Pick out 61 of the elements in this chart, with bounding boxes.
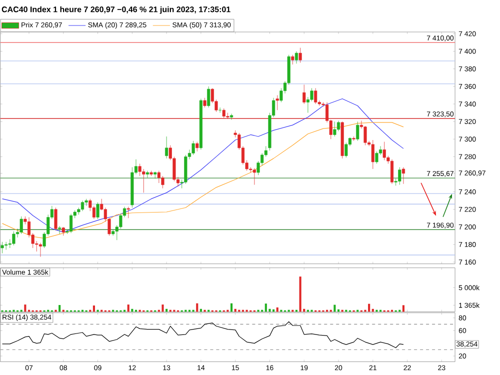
candlestick [276,95,279,110]
candlestick [298,48,302,64]
candlestick [12,231,16,246]
bar [230,303,233,312]
candlestick [0,242,4,254]
candlestick [364,126,367,146]
bar [234,309,236,312]
bar [127,304,130,312]
candlestick [165,136,168,159]
candlestick [20,216,23,234]
line-series [2,322,404,348]
candlestick [402,167,405,184]
candlestick [252,168,256,186]
bar [372,309,374,312]
bar [337,309,340,312]
candlestick [314,88,318,104]
candlestick [58,226,62,234]
bar [162,304,164,312]
bar [299,276,302,312]
line-series [2,98,404,233]
candlestick [157,170,160,184]
bar [368,304,370,312]
candlestick [96,202,100,220]
candlestick [371,140,374,170]
candlestick [382,142,386,161]
bar [58,305,61,312]
bar [200,309,202,312]
bar [272,309,275,312]
candlestick [4,242,8,250]
bar [402,305,404,312]
bar [196,303,198,312]
candlestick [161,176,164,189]
candlestick [80,200,84,212]
candlestick [54,208,58,231]
candlestick [230,114,234,120]
bar [24,304,26,312]
candlestick [146,170,149,178]
candlestick [126,206,130,218]
candlestick [142,168,146,194]
candlestick [294,51,298,64]
bar [334,304,336,312]
candlestick [302,84,306,104]
candlestick [333,121,336,137]
candlestick [112,229,115,236]
candlestick [203,98,206,108]
candlestick [70,214,73,234]
candlestick [398,167,402,186]
candlestick [336,120,340,132]
bar [131,309,134,312]
candlestick [390,159,394,184]
candlestick [192,140,195,156]
bar [166,309,168,312]
candlestick [196,142,199,152]
candlestick [291,54,294,65]
bar [276,308,278,312]
candlestick [207,86,210,108]
bar [264,304,267,312]
candlestick [356,121,360,142]
candlestick [38,242,42,258]
bar [92,306,95,312]
candlestick [138,164,142,176]
